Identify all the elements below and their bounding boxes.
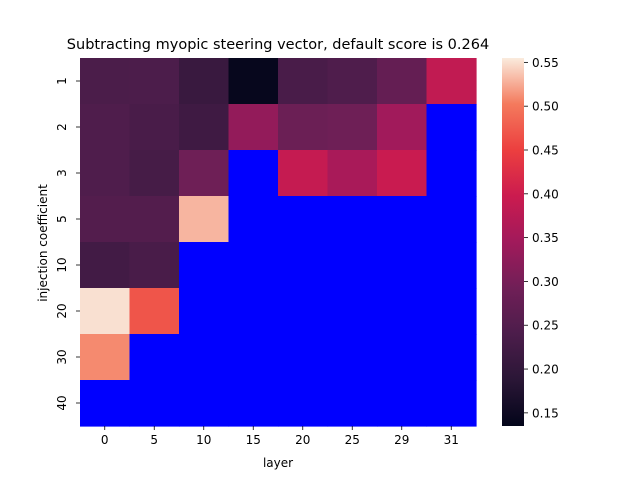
y-axis-ticks: 1 2 3 5 10 20 30 40 [55,77,80,411]
heatmap-cell [228,380,279,427]
heatmap-cell [228,196,279,243]
colorbar-tick-label: 0.30 [532,275,559,289]
colorbar-ticks: 0.15 0.20 0.25 0.30 0.35 0.40 0.45 0.50 0.55 [524,56,559,420]
heatmap-cell [129,150,180,197]
heatmap-cell [228,334,279,381]
x-tick-label: 0 [101,433,109,447]
colorbar-tick-label: 0.50 [532,100,559,114]
x-tick-label: 5 [150,433,158,447]
heatmap-cell [228,104,279,151]
heatmap-cell [327,334,378,381]
colorbar-tick-label: 0.40 [532,187,559,201]
heatmap-cell [327,380,378,427]
heatmap-cell [278,150,329,197]
heatmap-cell [327,58,378,105]
y-tick-label: 5 [55,215,69,223]
heatmap-cell [129,242,180,289]
heatmap-cell [327,196,378,243]
heatmap-cell [426,242,477,289]
colorbar-tick-label: 0.20 [532,363,559,377]
heatmap-cell [426,58,477,105]
heatmap-cell [129,288,180,335]
heatmap-cell [278,104,329,151]
x-tick-label: 10 [196,433,211,447]
heatmap-cell [80,288,131,335]
heatmap-cell [129,334,180,381]
heatmap-cell [426,380,477,427]
heatmap-cell [179,380,230,427]
colorbar-tick-label: 0.25 [532,319,559,333]
heatmap-cell [228,288,279,335]
x-axis-ticks: 0 5 10 15 20 25 29 31 [101,426,459,447]
heatmap-cell [278,196,329,243]
heatmap-cell [327,150,378,197]
heatmap-cell [377,196,428,243]
heatmap-cell [129,104,180,151]
heatmap-cell [327,288,378,335]
heatmap-cells [80,58,477,427]
heatmap-cell [377,380,428,427]
y-tick-label: 3 [55,169,69,177]
heatmap-cell [80,242,131,289]
heatmap-cell [377,334,428,381]
heatmap-cell [278,58,329,105]
heatmap-cell [228,58,279,105]
heatmap-cell [278,242,329,289]
heatmap-cell [179,150,230,197]
heatmap-cell [129,196,180,243]
x-axis-label: layer [263,456,293,470]
heatmap-cell [179,242,230,289]
heatmap-cell [426,334,477,381]
chart-title: Subtracting myopic steering vector, defa… [67,37,489,53]
heatmap-cell [426,288,477,335]
heatmap-cell [228,150,279,197]
heatmap-cell [327,104,378,151]
colorbar-tick-label: 0.35 [532,231,559,245]
heatmap-cell [426,150,477,197]
x-tick-label: 15 [246,433,261,447]
y-tick-label: 2 [55,123,69,131]
heatmap-cell [129,380,180,427]
heatmap-cell [228,242,279,289]
colorbar-tick-label: 0.55 [532,56,559,70]
heatmap-cell [327,242,378,289]
heatmap-cell [80,380,131,427]
y-axis-label: injection coefficient [36,184,50,302]
x-tick-label: 31 [444,433,459,447]
heatmap-cell [377,150,428,197]
colorbar [502,58,524,426]
heatmap-cell [278,288,329,335]
heatmap-cell [426,196,477,243]
heatmap-cell [377,288,428,335]
y-tick-label: 40 [55,395,69,410]
colorbar-tick-label: 0.15 [532,406,559,420]
heatmap-cell [80,334,131,381]
heatmap-cell [377,242,428,289]
y-tick-label: 20 [55,303,69,318]
heatmap-cell [377,104,428,151]
y-tick-label: 10 [55,257,69,272]
heatmap-cell [278,380,329,427]
heatmap-cell [377,58,428,105]
heatmap-cell [129,58,180,105]
heatmap-cell [80,150,131,197]
heatmap-cell [179,58,230,105]
x-tick-label: 25 [345,433,360,447]
heatmap-cell [179,288,230,335]
x-tick-label: 29 [394,433,409,447]
heatmap-cell [179,334,230,381]
heatmap-cell [80,104,131,151]
heatmap-cell [426,104,477,151]
heatmap-cell [179,196,230,243]
y-tick-label: 30 [55,349,69,364]
heatmap-cell [80,58,131,105]
heatmap-cell [80,196,131,243]
heatmap-cell [278,334,329,381]
heatmap-cell [179,104,230,151]
x-tick-label: 20 [295,433,310,447]
y-tick-label: 1 [55,77,69,85]
colorbar-tick-label: 0.45 [532,144,559,158]
